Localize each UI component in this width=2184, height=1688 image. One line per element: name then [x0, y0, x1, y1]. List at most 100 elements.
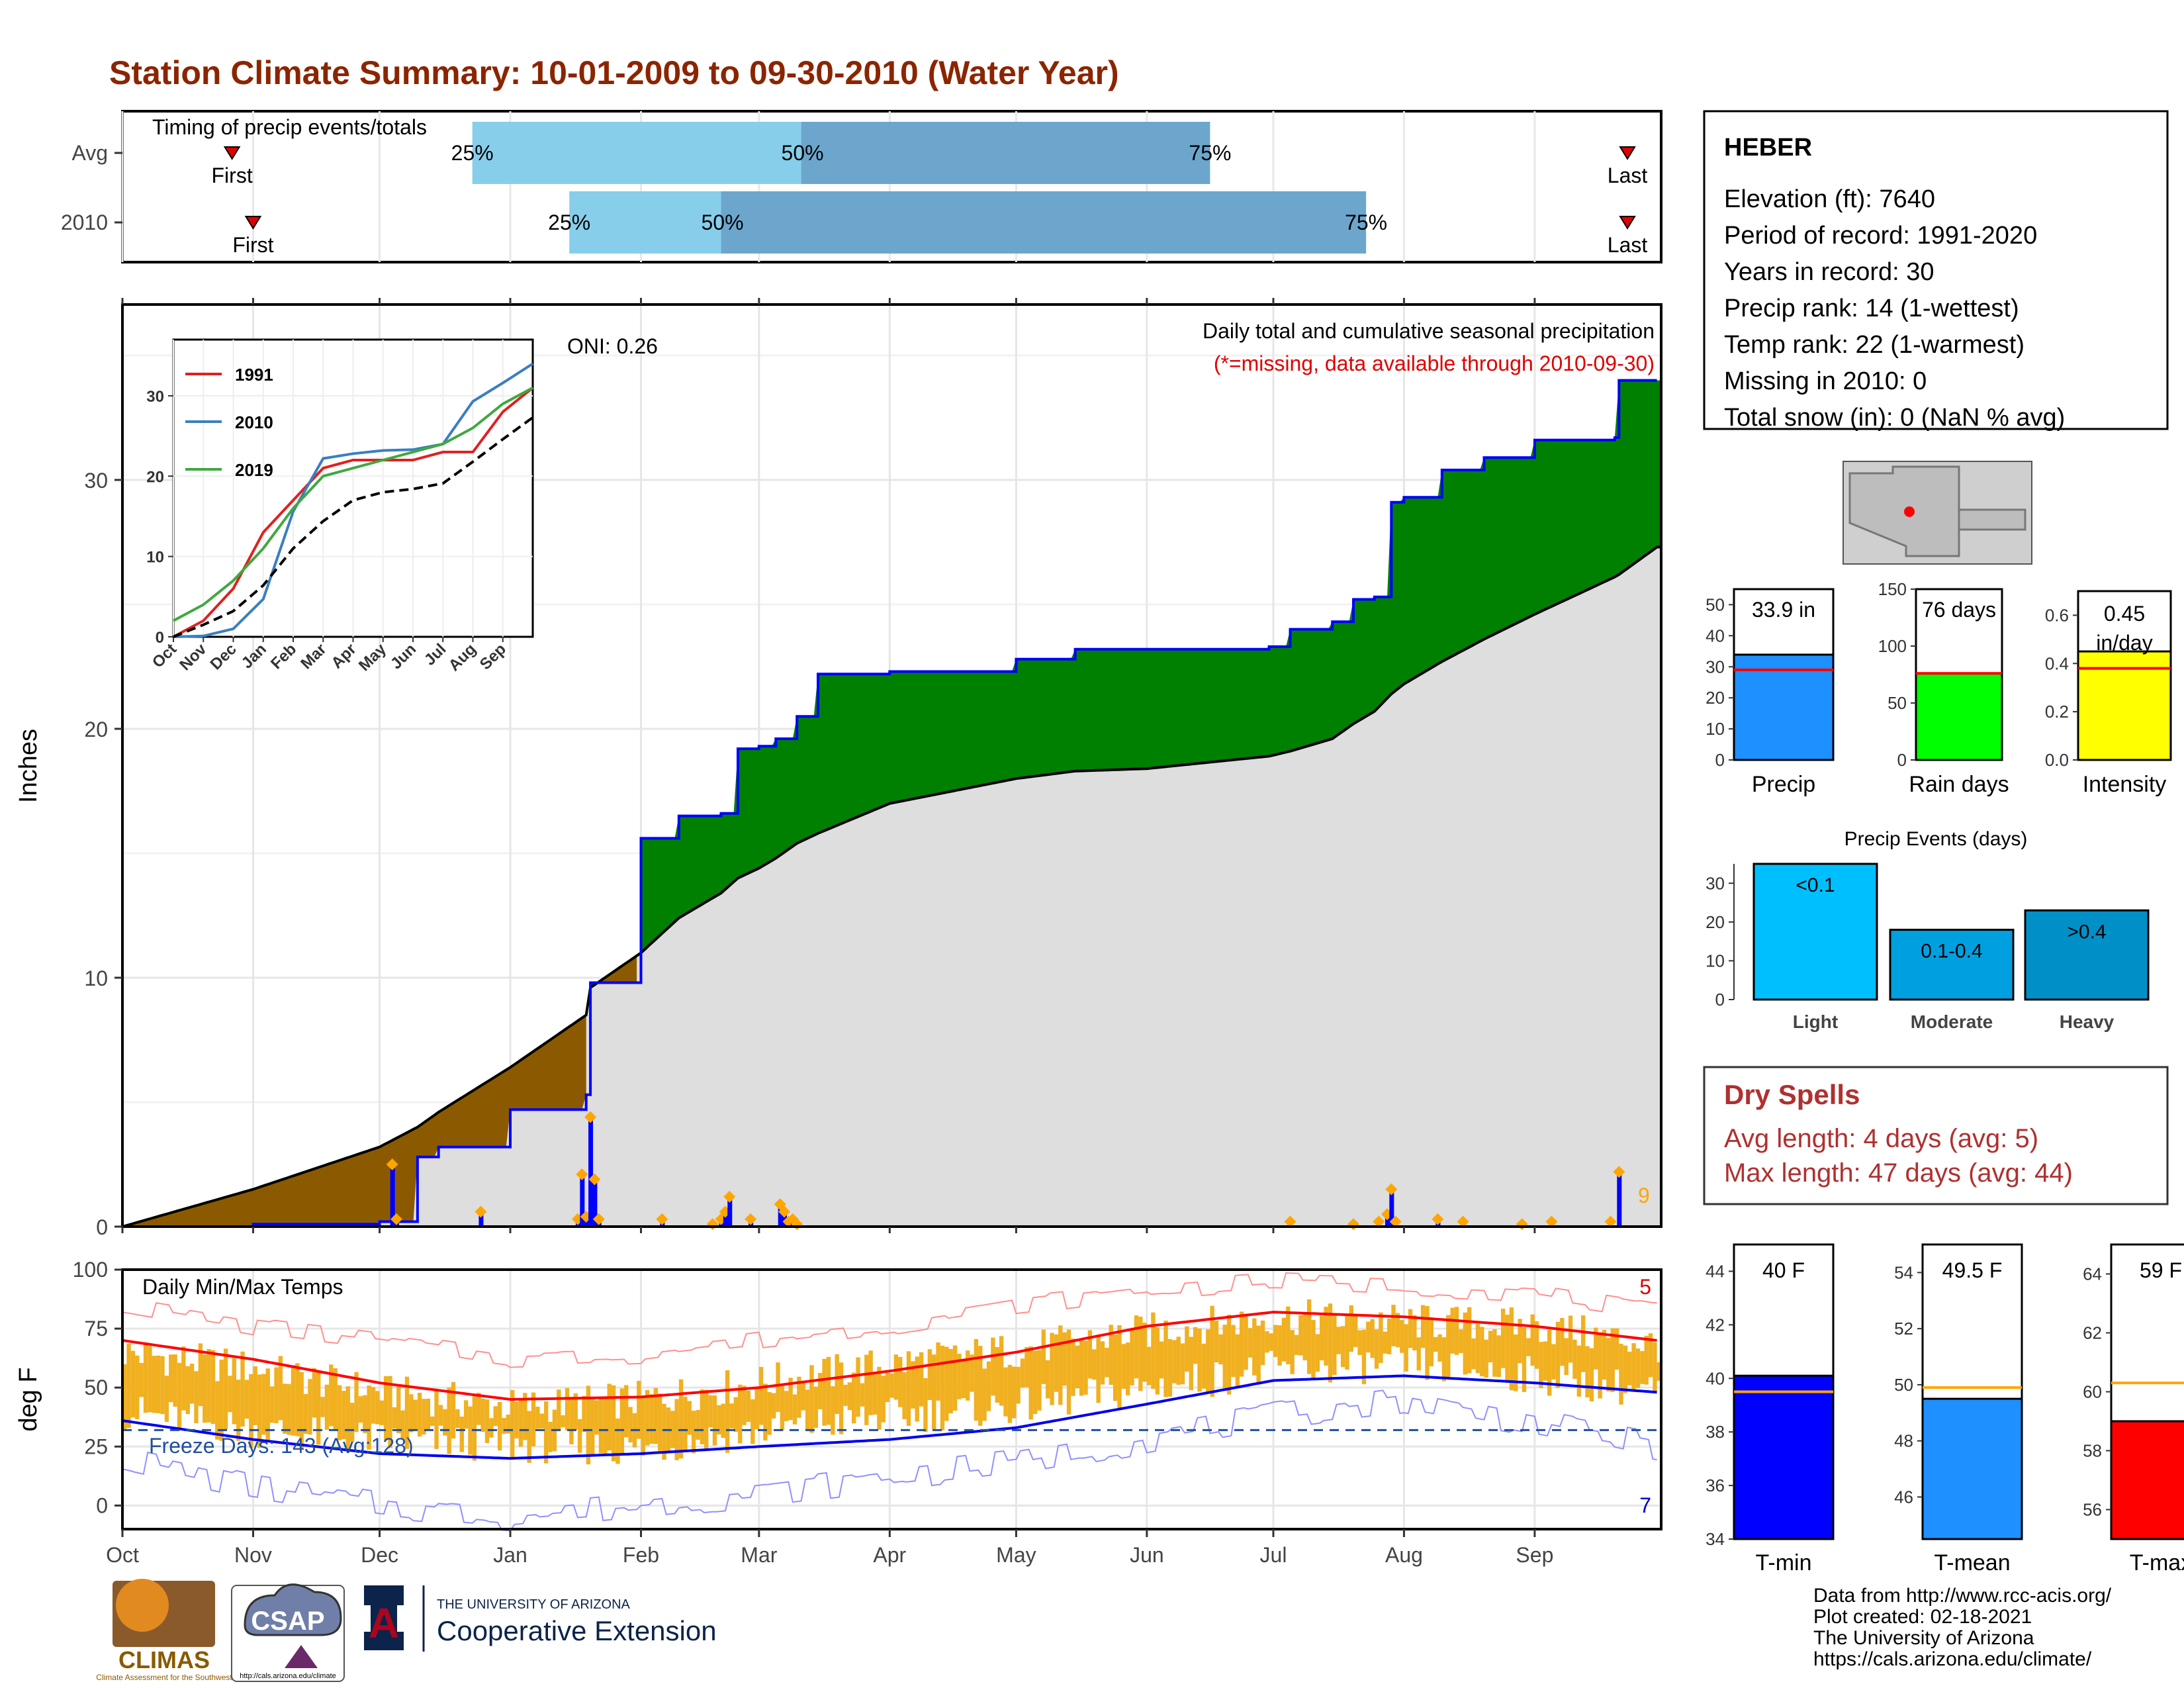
daily-temp-bar	[316, 1371, 321, 1445]
extreme-precip-marker	[745, 1213, 757, 1225]
daily-temp-bar	[295, 1363, 300, 1436]
mini-bar-y-tick-label: 46	[1894, 1487, 1913, 1507]
daily-temp-bar	[788, 1378, 793, 1421]
daily-temp-bar	[948, 1348, 953, 1413]
daily-temp-bar	[223, 1348, 228, 1429]
mini-bar-y-tick-label: 50	[1888, 693, 1907, 713]
daily-temp-bar	[991, 1337, 995, 1396]
daily-temp-bar	[274, 1367, 279, 1424]
daily-temp-bar	[548, 1421, 553, 1452]
daily-temp-bar	[1454, 1307, 1459, 1355]
inset-y-tick-label: 10	[146, 549, 164, 567]
daily-temp-bar	[1020, 1358, 1025, 1388]
daily-temp-bar	[1480, 1327, 1484, 1377]
csap-mountain-icon	[285, 1645, 318, 1668]
event-bar-label: Heavy	[2060, 1011, 2115, 1032]
inset-series-line	[173, 362, 534, 638]
daily-temp-bar	[1602, 1329, 1607, 1380]
daily-temp-bar	[645, 1389, 650, 1446]
daily-temp-bar	[392, 1407, 397, 1429]
temp-x-tick-label: Sep	[1516, 1543, 1553, 1567]
station-name: HEBER	[1724, 134, 1812, 162]
daily-temp-bar	[484, 1399, 490, 1443]
daily-temp-bar	[1627, 1351, 1632, 1385]
daily-temp-bar	[754, 1387, 759, 1429]
daily-temp-bar	[906, 1351, 911, 1427]
daily-temp-bar	[780, 1385, 785, 1431]
precip-y-tick-label: 10	[84, 966, 108, 990]
inset-y-tick-label: 20	[146, 468, 164, 486]
daily-temp-bar	[717, 1405, 721, 1434]
daily-temp-bar	[1551, 1344, 1556, 1380]
daily-temp-bar	[729, 1403, 734, 1429]
inset-series-line	[173, 416, 534, 638]
daily-temp-bar	[1096, 1335, 1101, 1403]
daily-temp-bar	[1336, 1327, 1341, 1354]
mini-bar-y-tick-label: 48	[1894, 1431, 1913, 1451]
daily-temp-bar	[240, 1351, 245, 1427]
climas-logo-subtext: Climate Assessment for the Southwest	[96, 1673, 232, 1682]
daily-temp-bar	[1366, 1321, 1371, 1353]
daily-temp-bar	[712, 1395, 717, 1446]
daily-temp-bar	[219, 1359, 224, 1441]
inset-series-line	[173, 387, 533, 622]
daily-temp-bar	[1408, 1309, 1413, 1348]
daily-temp-bar	[349, 1403, 355, 1442]
daily-temp-bar	[1514, 1334, 1518, 1391]
daily-temp-bar	[1450, 1307, 1455, 1354]
mini-bar-y-tick-label: 38	[1706, 1422, 1725, 1442]
events-y-tick-label: 30	[1706, 873, 1725, 893]
extreme-precip-marker	[1604, 1215, 1617, 1228]
daily-temp-bar	[523, 1393, 527, 1440]
daily-temp-bar	[198, 1343, 203, 1407]
mini-bar-y-tick-label: 62	[2083, 1323, 2102, 1343]
daily-temp-bar	[177, 1362, 182, 1431]
daily-temp-bar	[758, 1366, 764, 1425]
daily-temp-bar	[1446, 1315, 1451, 1378]
extreme-precip-marker	[778, 1205, 791, 1218]
mini-bar-y-tick-label: 56	[2083, 1500, 2102, 1520]
daily-temp-bar	[615, 1418, 620, 1464]
extreme-precip-marker	[1385, 1183, 1398, 1196]
daily-temp-bar	[561, 1415, 565, 1428]
mini-bar-y-tick-label: 50	[1706, 594, 1725, 614]
mini-bar-y-tick-label: 50	[1894, 1375, 1913, 1395]
daily-temp-bar	[278, 1356, 283, 1421]
daily-temp-bar	[329, 1364, 334, 1427]
extreme-precip-marker	[386, 1158, 398, 1170]
daily-temp-bar	[1496, 1335, 1501, 1378]
daily-temp-bar	[1281, 1317, 1287, 1362]
daily-temp-bar	[477, 1393, 481, 1425]
daily-temp-bar	[139, 1362, 144, 1397]
mini-bar-value	[1733, 653, 1835, 761]
daily-temp-bar	[396, 1386, 401, 1434]
daily-temp-bar	[1332, 1315, 1337, 1376]
daily-temp-bar	[624, 1385, 629, 1438]
mini-bar-y-tick-label: 54	[1894, 1262, 1913, 1282]
mini-bar-y-tick-label: 34	[1706, 1529, 1725, 1549]
daily-temp-bar	[1126, 1342, 1130, 1395]
station-info-line: Precip rank: 14 (1-wettest)	[1724, 295, 2019, 322]
daily-temp-bar	[1404, 1324, 1408, 1372]
daily-temp-bar	[1526, 1338, 1531, 1356]
daily-temp-bar	[169, 1354, 173, 1403]
daily-temp-bar	[1105, 1348, 1109, 1378]
ua-logo-big-text: Cooperative Extension	[437, 1615, 717, 1646]
daily-temp-bar	[696, 1409, 700, 1440]
daily-temp-bar	[1509, 1307, 1514, 1391]
daily-temp-bar	[902, 1372, 907, 1419]
daily-temp-bar	[1653, 1342, 1657, 1391]
daily-temp-bar	[232, 1356, 236, 1425]
daily-temp-bar	[422, 1399, 426, 1435]
event-bar-tag: 0.1-0.4	[1921, 941, 1982, 962]
footer-line: The University of Arizona	[1813, 1627, 2034, 1649]
daily-temp-bar	[404, 1376, 410, 1449]
mini-bar-y-tick-label: 0	[1897, 750, 1907, 770]
daily-temp-bar	[1248, 1328, 1253, 1358]
daily-temp-bar	[358, 1396, 363, 1423]
timing-last-label: Last	[1608, 164, 1648, 187]
daily-temp-bar	[965, 1350, 970, 1401]
temp-x-tick-label: Feb	[623, 1543, 659, 1567]
daily-temp-bar	[122, 1364, 127, 1429]
temp-panel-title: Daily Min/Max Temps	[142, 1275, 343, 1299]
